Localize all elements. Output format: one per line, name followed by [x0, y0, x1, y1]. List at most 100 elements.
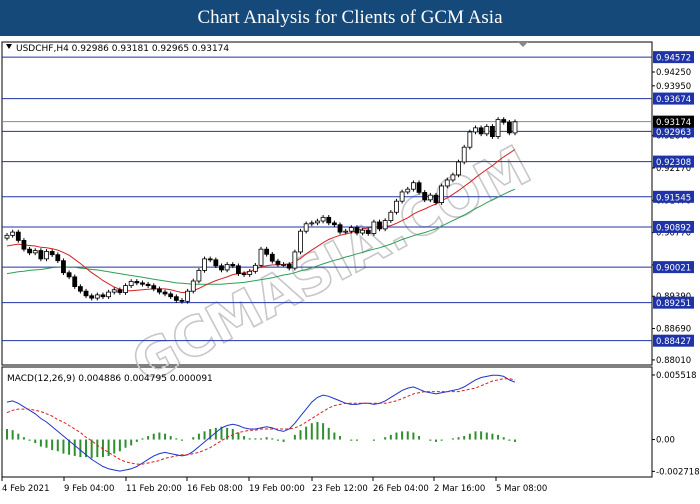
candle-body	[416, 182, 422, 193]
x-tick-label: 19 Feb 00:00	[249, 484, 305, 494]
candle-body	[506, 121, 512, 134]
shift-marker-icon[interactable]	[518, 42, 528, 47]
candle-body	[213, 259, 219, 267]
level-label: 0.88427	[656, 337, 691, 347]
y-tick-label: 0.94250	[656, 68, 691, 78]
candle-body	[32, 250, 38, 254]
x-tick-label: 23 Feb 12:00	[312, 484, 368, 494]
candle-body	[247, 270, 253, 275]
chart-svg: GCMASIA.COM 0.942500.939500.928700.92170…	[1, 41, 700, 494]
candle-body	[94, 294, 100, 299]
candle-body	[399, 191, 405, 202]
candle-body	[371, 221, 377, 234]
candle-body	[145, 283, 151, 287]
candle-body	[298, 230, 303, 253]
candle-body	[151, 285, 157, 290]
level-label: 0.93674	[656, 95, 691, 105]
candle-body	[394, 200, 399, 213]
candle-body	[473, 127, 478, 133]
candle-body	[337, 224, 343, 233]
candle-body	[15, 231, 21, 241]
x-tick-label: 11 Feb 20:00	[126, 484, 182, 494]
candle-body	[439, 185, 445, 203]
level-label: 0.92308	[656, 158, 691, 168]
candle-body	[21, 240, 27, 250]
candle-body	[72, 276, 78, 287]
candle-body	[236, 265, 241, 275]
candle-body	[123, 285, 128, 293]
candle-body	[128, 281, 134, 287]
candle-body	[162, 291, 168, 295]
x-tick-label: 16 Feb 08:00	[187, 484, 243, 494]
candle-body	[190, 280, 196, 292]
candle-body	[467, 131, 473, 148]
candle-body	[309, 222, 315, 225]
candle-body	[202, 258, 207, 271]
candle-body	[44, 251, 49, 260]
macd-y-tick-label: -0.002718	[656, 467, 700, 477]
level-label-box	[653, 92, 694, 105]
candle-body	[348, 227, 354, 232]
candle-body	[207, 258, 213, 261]
candle-body	[354, 227, 360, 234]
current-price-box	[653, 115, 694, 128]
level-label-box	[653, 296, 694, 309]
y-tick-label: 0.93950	[656, 82, 691, 92]
candle-body	[495, 119, 501, 137]
collapse-triangle-icon[interactable]	[6, 44, 12, 49]
macd-line	[6, 374, 516, 472]
candle-body	[450, 174, 456, 181]
candle-body	[156, 288, 162, 293]
level-label-box	[653, 125, 694, 138]
level-label-box	[653, 261, 694, 274]
candle-body	[66, 272, 72, 278]
candle-body	[433, 194, 439, 203]
candle-body	[117, 289, 123, 293]
candle-body	[484, 126, 490, 135]
candle-body	[179, 299, 185, 302]
candle-body	[512, 121, 518, 134]
candle-body	[320, 216, 326, 222]
x-tick-label: 4 Feb 2021	[2, 484, 50, 494]
x-tick-label: 5 Mar 08:00	[496, 484, 547, 494]
candle-body	[134, 281, 140, 284]
candle-body	[83, 290, 89, 297]
y-tick-label: 0.92170	[656, 164, 691, 174]
candle-body	[61, 260, 66, 274]
y-tick-label: 0.88010	[656, 356, 691, 366]
candle-body	[224, 264, 230, 271]
x-tick-label: 9 Feb 04:00	[64, 484, 114, 494]
candle-body	[410, 182, 416, 190]
level-label-box	[653, 220, 694, 233]
candle-body	[281, 264, 286, 266]
candle-body	[427, 194, 433, 201]
candle-body	[444, 179, 450, 187]
y-tick-label: 0.88690	[656, 325, 691, 335]
candle-body	[258, 248, 264, 266]
x-tick-label: 2 Mar 16:00	[434, 484, 485, 494]
candle-body	[343, 230, 349, 233]
x-tick-label: 26 Feb 04:00	[373, 484, 429, 494]
sma-slow-line	[6, 188, 516, 285]
candle-body	[490, 126, 495, 137]
candle-body	[303, 223, 309, 232]
candle-body	[168, 293, 174, 298]
symbol-info: USDCHF,H4 0.92986 0.93181 0.92965 0.9317…	[16, 44, 229, 54]
candle-body	[185, 290, 191, 302]
candle-body	[382, 220, 388, 230]
level-label: 0.90021	[656, 264, 691, 274]
candle-body	[196, 270, 202, 282]
candle-body	[140, 282, 145, 285]
candle-body	[38, 250, 44, 260]
macd-y-tick-label: 0.00	[656, 436, 675, 446]
current-price-label: 0.93174	[656, 118, 691, 128]
macd-label: MACD(12,26,9) 0.004886 0.004795 0.000091	[7, 374, 213, 384]
candle-body	[264, 248, 270, 255]
candle-body	[230, 264, 236, 267]
candle-body	[252, 264, 258, 272]
candle-body	[360, 229, 366, 234]
candle-body	[55, 254, 61, 262]
candle-body	[49, 251, 55, 256]
chart-area: GCMASIA.COM 0.942500.939500.928700.92170…	[0, 36, 700, 500]
watermark-text: GCMASIA.COM	[122, 133, 541, 396]
